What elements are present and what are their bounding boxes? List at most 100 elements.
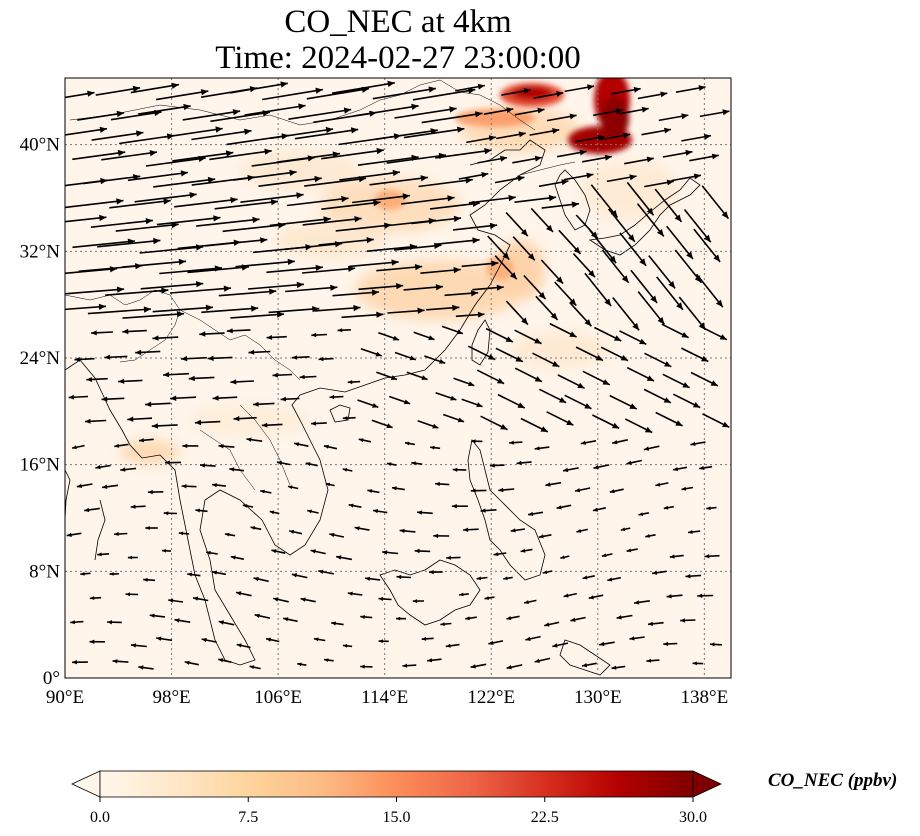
lat-tick-label: 0° <box>43 668 60 689</box>
wind-vector <box>396 616 407 621</box>
wind-vector <box>70 620 84 625</box>
wind-vector <box>95 464 111 470</box>
wind-vector <box>138 665 154 670</box>
wind-vector <box>651 570 667 575</box>
colorbar-max-extend <box>692 770 722 798</box>
wind-vector <box>535 295 559 321</box>
wind-vector <box>280 396 300 402</box>
wind-vector <box>262 87 323 101</box>
wind-vector <box>495 347 524 363</box>
wind-vector <box>260 489 272 494</box>
wind-vector <box>514 329 542 345</box>
wind-vector <box>480 415 508 431</box>
wind-vector <box>365 576 381 581</box>
wind-vector <box>672 393 701 409</box>
wind-vector <box>314 304 361 312</box>
wind-vector <box>170 395 197 401</box>
wind-vector <box>446 555 461 560</box>
wind-vector <box>606 174 637 183</box>
wind-vector <box>702 413 730 429</box>
wind-vector <box>470 663 487 669</box>
wind-vector <box>101 396 125 402</box>
wind-vector <box>325 482 335 487</box>
wind-vector <box>101 484 119 489</box>
colorbar: 0.0 7.5 15.0 22.5 30.0 <box>71 770 722 826</box>
wind-vector <box>647 621 664 626</box>
wind-vector <box>470 488 487 493</box>
wind-vector <box>520 548 533 553</box>
wind-vector <box>529 128 560 136</box>
wind-vector <box>65 198 124 209</box>
wind-vector <box>699 109 730 118</box>
wind-vector <box>683 208 712 243</box>
wind-vector <box>172 150 234 162</box>
wind-vector <box>271 549 286 554</box>
wind-vector <box>376 371 398 381</box>
wind-vector <box>276 151 341 163</box>
wind-vector <box>435 481 450 487</box>
wind-vector <box>609 394 638 410</box>
wind-vector <box>138 438 154 443</box>
wind-vector <box>662 373 690 389</box>
wind-vector <box>619 330 647 346</box>
wind-vector <box>339 169 401 181</box>
wind-vector <box>472 284 504 291</box>
wind-vector <box>655 411 683 427</box>
wind-vector <box>360 347 382 357</box>
wind-vector <box>394 106 457 119</box>
wind-vector <box>599 641 615 647</box>
wind-vector <box>427 658 442 663</box>
wind-vector <box>533 91 564 99</box>
wind-vector <box>643 445 660 451</box>
wind-vector <box>510 528 526 533</box>
wind-vector <box>626 366 655 382</box>
wind-vector <box>418 177 473 188</box>
wind-vector <box>114 443 129 448</box>
wind-vector <box>389 395 411 405</box>
map-frame <box>64 77 732 679</box>
lat-tick-label: 16°N <box>20 455 61 476</box>
wind-vector <box>378 639 389 644</box>
lat-tick-label: 32°N <box>20 241 61 262</box>
wind-vector <box>672 466 688 472</box>
wind-vector <box>218 658 232 663</box>
wind-vector <box>512 236 536 261</box>
wind-vector <box>199 331 225 337</box>
wind-vector <box>323 444 338 450</box>
wind-vector <box>467 345 496 361</box>
wind-vector <box>97 237 161 248</box>
wind-vector <box>127 416 153 422</box>
wind-vector <box>207 355 233 361</box>
wind-vector <box>701 185 730 220</box>
wind-vector <box>347 591 363 596</box>
wind-vector <box>156 215 221 226</box>
wind-vector <box>546 411 574 426</box>
wind-vector <box>305 462 318 467</box>
colorbar-tick-label: 22.5 <box>531 809 559 826</box>
wind-vector <box>592 414 620 430</box>
wind-vector <box>268 306 320 314</box>
wind-vector <box>706 506 717 511</box>
wind-vector <box>600 132 631 141</box>
wind-vector <box>76 483 93 488</box>
wind-vector <box>403 126 465 139</box>
wind-vector <box>394 351 417 361</box>
wind-vector <box>421 111 483 124</box>
wind-vector <box>342 644 353 648</box>
wind-vector <box>65 286 125 295</box>
lon-tick-label: 122°E <box>467 687 515 708</box>
wind-vector <box>71 660 88 665</box>
wind-vector <box>693 228 721 263</box>
wind-vector <box>272 372 293 378</box>
wind-vector <box>341 311 384 319</box>
wind-vector <box>332 289 380 297</box>
wind-vector <box>174 197 238 208</box>
wind-vector <box>291 355 310 360</box>
wind-vector <box>84 507 100 513</box>
wind-vector <box>224 532 236 537</box>
wind-vector <box>230 379 254 385</box>
wind-vector <box>254 613 271 619</box>
wind-vector <box>421 636 434 641</box>
wind-vector <box>675 85 706 93</box>
wind-vector <box>249 665 261 670</box>
